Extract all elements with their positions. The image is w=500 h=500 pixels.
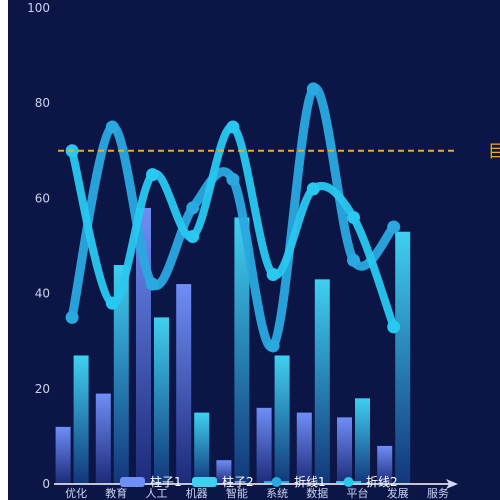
bar-2[interactable]: [314, 279, 330, 484]
bar-1[interactable]: [256, 407, 272, 484]
x-tick-label: 优化: [65, 486, 87, 500]
legend-bar-swatch: [192, 477, 217, 487]
x-tick-label: 服务: [427, 487, 449, 500]
legend-label: 柱子2: [222, 474, 254, 489]
line-2-point[interactable]: [387, 320, 401, 334]
legend-item[interactable]: 柱子1: [120, 474, 182, 489]
legend-bar-swatch: [120, 477, 145, 487]
legend-label: 柱子1: [150, 474, 182, 489]
bar-2[interactable]: [234, 217, 250, 484]
line-1-point[interactable]: [266, 339, 280, 353]
legend-label: 折线2: [366, 474, 398, 489]
x-tick-label: 机器: [186, 486, 208, 500]
line-2-point[interactable]: [347, 210, 360, 224]
markline-label: 目: [488, 142, 500, 162]
line-2-point[interactable]: [306, 182, 320, 196]
legend-item[interactable]: 折线2: [336, 474, 398, 489]
bar-2[interactable]: [355, 398, 370, 484]
line-1-point[interactable]: [65, 310, 79, 324]
legend-item[interactable]: 折线1: [264, 474, 326, 489]
y-tick-label: 100: [27, 1, 50, 15]
bar-2[interactable]: [395, 231, 411, 484]
line-1-point[interactable]: [387, 220, 401, 234]
line-2-point[interactable]: [266, 268, 280, 282]
y-tick-label: 20: [35, 382, 50, 396]
bar-1[interactable]: [337, 417, 352, 484]
line-1[interactable]: [67, 83, 399, 352]
lines: [65, 82, 401, 353]
bar-2[interactable]: [113, 265, 129, 484]
legend-line-marker: [343, 477, 354, 487]
bar-1[interactable]: [216, 460, 232, 484]
line-1-point[interactable]: [186, 201, 200, 215]
line-1-point[interactable]: [347, 253, 360, 267]
line-2-point[interactable]: [105, 296, 119, 310]
legend-line-marker: [271, 477, 282, 487]
legend[interactable]: 柱子1 柱子2 折线1 折线2: [120, 474, 398, 489]
y-axis: 0 20 40 60 80 100: [27, 1, 50, 491]
bar-1[interactable]: [55, 426, 71, 484]
line-1-point[interactable]: [105, 120, 119, 134]
x-tick-label: 智能: [226, 486, 248, 500]
bar-1[interactable]: [377, 445, 393, 484]
bar-2[interactable]: [73, 355, 89, 484]
x-tick-label: 数据: [306, 486, 328, 500]
x-tick-label: 人工: [146, 487, 168, 500]
target-markline: 目: [58, 142, 500, 162]
y-tick-label: 40: [35, 287, 50, 301]
line-2-point[interactable]: [226, 120, 240, 134]
x-tick-label: 教育: [105, 486, 127, 500]
line-1-point[interactable]: [146, 277, 159, 291]
y-tick-label: 80: [35, 96, 50, 110]
x-tick-label: 发展: [387, 486, 409, 500]
bar-2[interactable]: [194, 412, 210, 484]
line-2-point[interactable]: [186, 229, 200, 243]
x-axis-arrow-icon: [446, 479, 458, 489]
line-1-point[interactable]: [226, 172, 240, 186]
bar-2[interactable]: [154, 317, 169, 484]
line-1-point[interactable]: [306, 82, 320, 96]
y-tick-label: 60: [35, 191, 50, 205]
legend-item[interactable]: 柱子2: [192, 474, 254, 489]
bars: [55, 207, 411, 485]
bar-2[interactable]: [274, 355, 290, 484]
x-tick-label: 平台: [347, 486, 369, 500]
bar-1[interactable]: [296, 412, 312, 484]
y-tick-label: 0: [42, 477, 50, 491]
bar-1[interactable]: [95, 393, 111, 484]
legend-label: 折线1: [294, 474, 326, 489]
line-2[interactable]: [68, 123, 398, 331]
bar-1[interactable]: [176, 284, 192, 484]
line-2-point[interactable]: [146, 168, 159, 182]
x-tick-label: 系统: [266, 487, 288, 500]
